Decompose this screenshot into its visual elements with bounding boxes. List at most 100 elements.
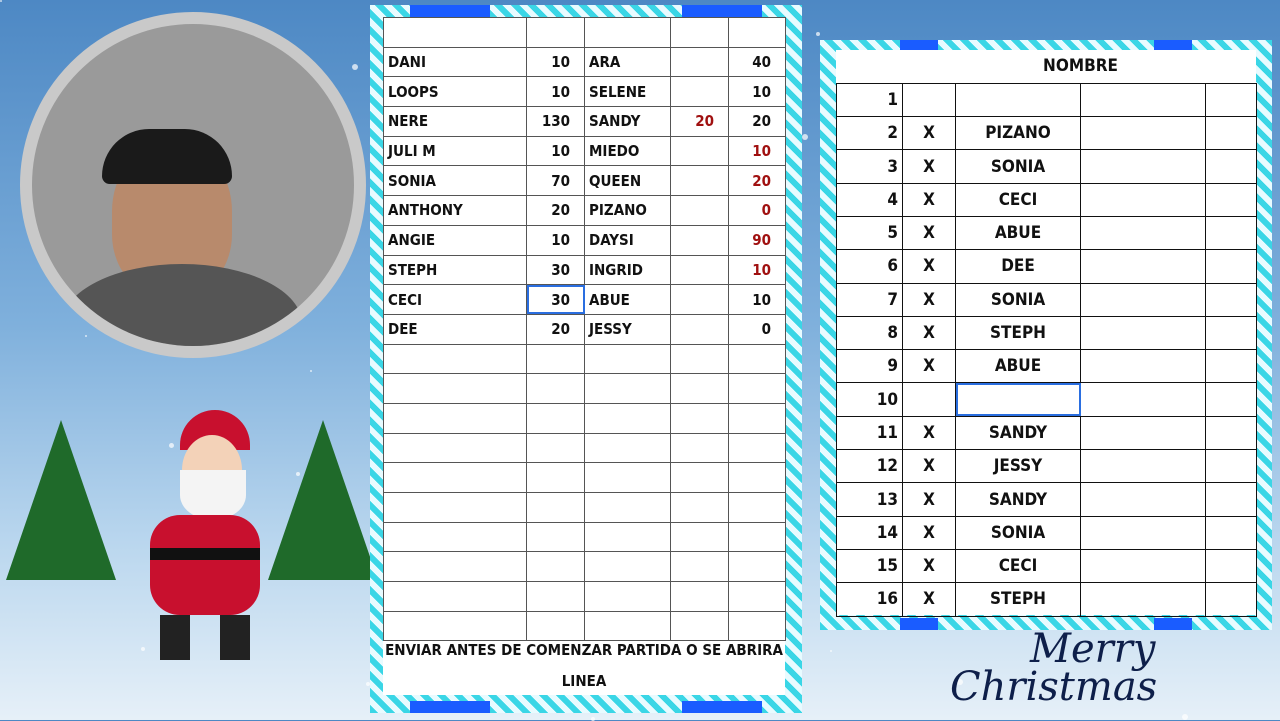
empty-cell[interactable] [670,521,729,553]
empty-cell[interactable] [728,610,786,642]
cell-c4[interactable] [1080,116,1206,151]
cell-name[interactable]: SANDY [955,482,1081,517]
empty-cell[interactable] [670,343,729,375]
cell-c4[interactable] [1080,415,1206,451]
cell-c4[interactable] [1080,382,1206,417]
cell-mark[interactable]: X [902,282,956,317]
cell-value2[interactable]: 40 [728,46,786,78]
cell-mark[interactable]: X [902,515,956,550]
cell-n[interactable]: 8 [836,315,903,351]
cell[interactable] [728,17,786,48]
cell-mark[interactable] [902,82,956,118]
cell-value[interactable]: 10 [526,76,585,108]
empty-cell[interactable] [584,610,671,642]
cell-name2[interactable]: DAYSI [584,224,671,256]
cell-c4[interactable] [1080,182,1206,217]
cell[interactable] [526,17,585,48]
empty-cell[interactable] [383,581,527,612]
empty-cell[interactable] [383,462,527,493]
cell-c5[interactable] [1205,116,1257,151]
cell[interactable] [836,50,903,84]
cell-name[interactable] [955,382,1081,417]
cell-n[interactable]: 4 [836,182,903,217]
cell-value2[interactable]: 20 [728,165,786,197]
empty-cell[interactable] [584,402,671,434]
cell-extra[interactable] [670,313,729,345]
cell-extra[interactable] [670,224,729,256]
empty-cell[interactable] [670,492,729,523]
cell-c4[interactable] [1080,449,1206,484]
cell-mark[interactable]: X [902,182,956,217]
cell-name[interactable] [955,82,1081,118]
cell-c5[interactable] [1205,548,1257,584]
empty-cell[interactable] [526,343,585,375]
cell-n[interactable]: 15 [836,548,903,584]
cell-value2[interactable]: 10 [728,135,786,167]
cell-c4[interactable] [1080,249,1206,284]
cell-extra[interactable] [670,46,729,78]
cell-name[interactable]: JULI M [383,135,527,167]
cell-value2[interactable]: 10 [728,284,786,315]
empty-cell[interactable] [584,432,671,464]
cell-c4[interactable] [1080,215,1206,251]
empty-cell[interactable] [728,521,786,553]
cell-name[interactable]: CECI [383,284,527,315]
cell-value[interactable]: 20 [526,313,585,345]
empty-cell[interactable] [728,551,786,583]
cell[interactable] [383,17,527,48]
cell-name[interactable]: LOOPS [383,76,527,108]
cell-c4[interactable] [1080,315,1206,351]
cell-name[interactable]: SONIA [955,149,1081,184]
cell-n[interactable]: 10 [836,382,903,417]
cell-value[interactable]: 10 [526,135,585,167]
empty-cell[interactable] [584,521,671,553]
cell-value[interactable]: 30 [526,254,585,286]
empty-cell[interactable] [584,462,671,493]
empty-cell[interactable] [584,373,671,404]
cell-value[interactable]: 70 [526,165,585,197]
empty-cell[interactable] [670,402,729,434]
cell-c5[interactable] [1205,82,1257,118]
cell-c5[interactable] [1205,482,1257,517]
empty-cell[interactable] [526,462,585,493]
cell-value[interactable]: 10 [526,224,585,256]
empty-cell[interactable] [670,581,729,612]
cell-name[interactable]: JESSY [955,449,1081,484]
cell-name[interactable]: SONIA [955,515,1081,550]
cell-c4[interactable] [1080,515,1206,550]
cell-value[interactable]: 10 [526,46,585,78]
empty-cell[interactable] [728,432,786,464]
cell-n[interactable]: 9 [836,349,903,384]
cell-c5[interactable] [1205,215,1257,251]
cell-value2[interactable]: 0 [728,313,786,345]
empty-cell[interactable] [526,432,585,464]
cell-name2[interactable]: SELENE [584,76,671,108]
cell-name[interactable]: NERE [383,106,527,137]
cell-name[interactable]: DEE [955,249,1081,284]
empty-cell[interactable] [728,343,786,375]
cell-value2[interactable]: 10 [728,254,786,286]
empty-cell[interactable] [728,581,786,612]
empty-cell[interactable] [526,373,585,404]
cell-c4[interactable] [1080,82,1206,118]
cell-mark[interactable]: X [902,315,956,351]
cell-c5[interactable] [1205,515,1257,550]
cell-name[interactable]: ANGIE [383,224,527,256]
empty-cell[interactable] [670,462,729,493]
cell-name2[interactable]: ABUE [584,284,671,315]
cell-mark[interactable]: X [902,482,956,517]
cell-name[interactable]: PIZANO [955,116,1081,151]
cell-c5[interactable] [1205,249,1257,284]
empty-cell[interactable] [670,610,729,642]
cell-c4[interactable] [1080,582,1206,617]
cell-name2[interactable]: INGRID [584,254,671,286]
cell-c5[interactable] [1205,449,1257,484]
cell-n[interactable]: 3 [836,149,903,184]
cell-name[interactable]: STEPH [383,254,527,286]
empty-cell[interactable] [526,581,585,612]
cell-n[interactable]: 14 [836,515,903,550]
cell-name[interactable]: CECI [955,548,1081,584]
cell-c4[interactable] [1080,548,1206,584]
cell-name2[interactable]: JESSY [584,313,671,345]
cell-extra[interactable] [670,76,729,108]
